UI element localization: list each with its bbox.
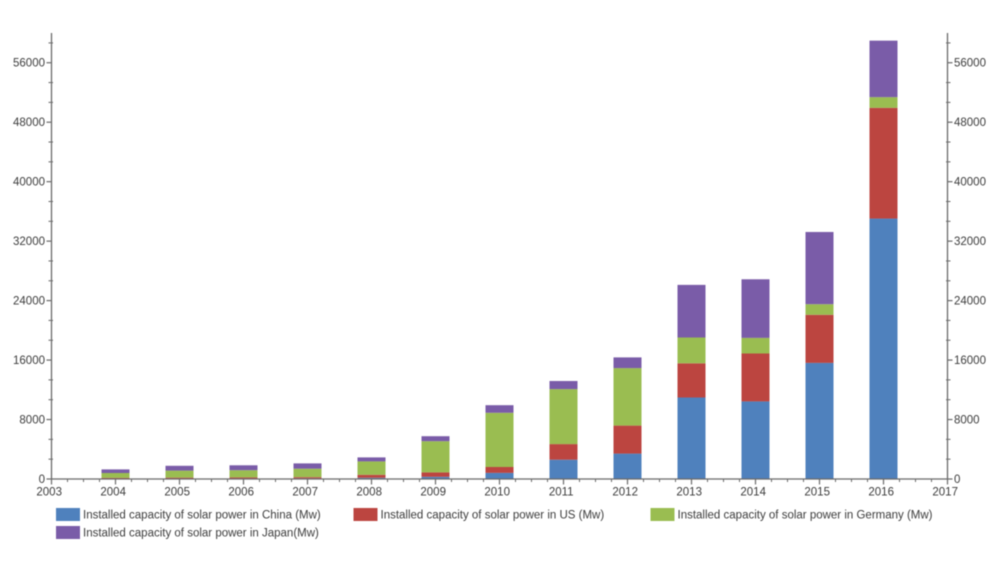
svg-text:16000: 16000 bbox=[954, 355, 986, 367]
svg-text:48000: 48000 bbox=[13, 117, 45, 129]
svg-text:2007: 2007 bbox=[292, 486, 318, 498]
svg-text:2004: 2004 bbox=[100, 486, 126, 498]
svg-text:Installed capacity of solar po: Installed capacity of solar power in Jap… bbox=[83, 528, 319, 540]
svg-text:2003: 2003 bbox=[36, 486, 62, 498]
svg-text:2013: 2013 bbox=[676, 486, 702, 498]
svg-text:56000: 56000 bbox=[954, 58, 986, 70]
svg-text:24000: 24000 bbox=[954, 296, 986, 308]
svg-text:2012: 2012 bbox=[612, 486, 638, 498]
svg-text:24000: 24000 bbox=[13, 296, 45, 308]
svg-text:2009: 2009 bbox=[420, 486, 446, 498]
svg-text:8000: 8000 bbox=[19, 415, 45, 427]
svg-text:40000: 40000 bbox=[954, 177, 986, 189]
svg-text:40000: 40000 bbox=[13, 177, 45, 189]
svg-text:8000: 8000 bbox=[954, 415, 980, 427]
svg-text:32000: 32000 bbox=[954, 236, 986, 248]
svg-text:0: 0 bbox=[954, 474, 960, 486]
svg-text:2010: 2010 bbox=[484, 486, 510, 498]
svg-text:Installed capacity of solar po: Installed capacity of solar power in Chi… bbox=[83, 510, 321, 522]
svg-text:2014: 2014 bbox=[740, 486, 766, 498]
svg-text:32000: 32000 bbox=[13, 236, 45, 248]
svg-text:16000: 16000 bbox=[13, 355, 45, 367]
svg-text:2017: 2017 bbox=[932, 486, 958, 498]
svg-text:2015: 2015 bbox=[804, 486, 830, 498]
svg-text:Installed capacity of solar po: Installed capacity of solar power in US … bbox=[381, 510, 605, 522]
svg-text:2011: 2011 bbox=[549, 486, 574, 498]
svg-text:2016: 2016 bbox=[868, 486, 894, 498]
svg-text:2006: 2006 bbox=[228, 486, 254, 498]
svg-text:Installed capacity of solar po: Installed capacity of solar power in Ger… bbox=[678, 510, 933, 522]
svg-text:48000: 48000 bbox=[954, 117, 986, 129]
svg-text:0: 0 bbox=[39, 474, 45, 486]
svg-text:2008: 2008 bbox=[356, 486, 382, 498]
svg-text:56000: 56000 bbox=[13, 58, 45, 70]
svg-text:2005: 2005 bbox=[164, 486, 190, 498]
